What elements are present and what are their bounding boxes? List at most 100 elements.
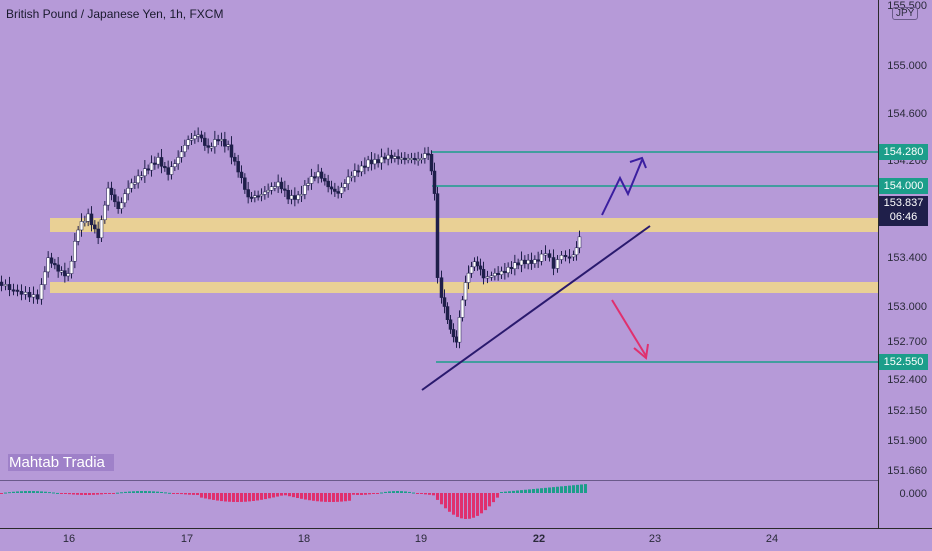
candle-bullish [173,163,177,168]
candle-bullish [386,154,390,160]
oscillator-bar [4,492,7,494]
oscillator-bar [488,493,491,507]
candle-bullish [123,193,127,204]
candle-bullish [99,219,104,239]
candle-bearish [567,256,572,259]
oscillator-bar [392,491,395,493]
candle-bullish [86,213,90,222]
oscillator-bar [180,493,183,495]
candle-bullish [485,276,490,279]
candle-bearish [356,170,360,173]
chart-area[interactable]: British Pound / Japanese Yen, 1h, FXCM M… [0,0,878,528]
oscillator-bar [160,491,163,493]
candle-bullish [73,241,77,262]
candle-bearish [435,193,440,278]
bearish-projection-arrow[interactable] [611,299,647,357]
ascending-trendline[interactable] [421,225,651,391]
oscillator-bar [336,493,339,502]
oscillator-bar [284,493,287,496]
oscillator-bar [220,493,223,502]
oscillator-bar [548,487,551,493]
oscillator-bar [52,492,55,494]
candle-bearish [478,265,483,270]
candle-bearish [383,156,387,160]
candle-bullish [526,259,530,265]
oscillator-bar [352,493,355,495]
oscillator-bar [184,493,187,495]
oscillator-bar [212,493,215,500]
oscillator-bar [176,493,179,494]
oscillator-bar [564,485,567,493]
candle-bullish [577,236,582,249]
candle-bullish [339,187,344,194]
time-axis-label: 19 [414,533,428,545]
time-axis-label: 23 [648,533,662,545]
oscillator-bar [304,493,307,500]
candle-bearish [516,262,520,266]
candle-bearish [27,291,32,298]
oscillator-bar [68,493,71,495]
oscillator-bar [356,493,359,495]
oscillator-bar [0,493,3,494]
candle-bullish [43,271,47,285]
candle-bullish [399,157,404,160]
oscillator-bar [28,491,31,493]
oscillator-bar [136,491,139,493]
candle-bullish [103,204,107,221]
oscillator-bar [224,493,227,502]
oscillator-bar [476,493,479,516]
oscillator-bar [432,493,435,496]
candle-bearish [426,153,430,156]
bullish-projection-arrow[interactable] [601,159,643,216]
candle-bearish [454,336,459,343]
oscillator-bar [404,491,407,493]
candle-bullish [393,156,397,159]
pane-separator[interactable] [0,480,878,481]
candle-bearish [163,166,167,169]
oscillator-bar [460,493,463,519]
oscillator-bar [408,491,411,493]
candle-bullish [133,182,137,185]
candle-bullish [466,272,471,283]
candle-bullish [460,299,465,318]
candle-bullish [59,270,64,273]
oscillator-bar [12,491,15,493]
candle-bullish [555,259,560,269]
oscillator-bar [228,493,231,502]
oscillator-bar [256,493,259,501]
oscillator-bar [104,493,107,494]
candle-bullish [209,146,214,149]
oscillator-bar [348,493,351,501]
candle-bullish [193,135,197,140]
time-axis-label: 18 [297,533,311,545]
price-axis[interactable]: 155.500 155.000 154.600 154.200 153.400 … [878,0,932,528]
candle-bearish [159,157,164,167]
resistance-zone [50,218,878,232]
candle-bullish [306,183,310,186]
candle-bearish [246,189,250,198]
oscillator-bar [580,484,583,493]
candle-bearish [53,263,57,266]
oscillator-bar [412,492,415,494]
currency-badge[interactable]: JPY [892,7,919,20]
candle-bullish [69,260,74,274]
time-axis[interactable]: 16 17 18 19 22 23 24 [0,528,932,551]
candle-bullish [366,159,370,168]
candle-bullish [39,284,44,300]
candle-bearish [96,228,100,239]
oscillator-bar [260,493,263,500]
price-axis-label: 152.400 [887,374,927,386]
candle-bearish [0,281,4,286]
price-chart[interactable] [0,0,878,528]
candle-bearish [146,168,150,171]
candle-bearish [229,144,234,158]
oscillator-bar [292,493,295,498]
candle-bearish [11,289,16,292]
candle-bearish [333,188,337,192]
candle-bullish [343,183,347,188]
time-axis-label: 16 [62,533,76,545]
oscillator-bar [116,492,119,494]
oscillator-bar [16,491,19,493]
candle-bullish [119,202,124,209]
candle-bearish [389,154,394,159]
